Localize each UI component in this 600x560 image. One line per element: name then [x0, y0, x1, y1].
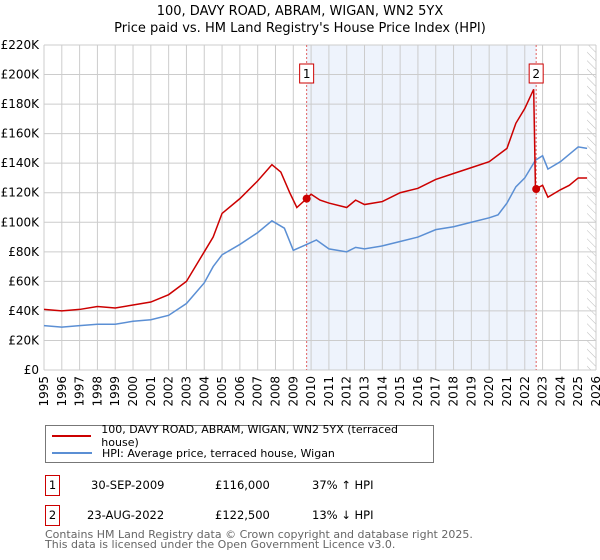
- x-tick-label: 2003: [179, 376, 193, 407]
- x-tick-label: 2024: [553, 376, 567, 407]
- x-tick-label: 2011: [322, 376, 336, 407]
- marker-badge: 1: [45, 475, 60, 496]
- y-tick-label: £140K: [1, 156, 41, 170]
- transaction-date: 30-SEP-2009: [91, 478, 165, 492]
- x-tick-label: 2019: [464, 376, 478, 407]
- transaction-price: £122,500: [215, 508, 270, 522]
- y-tick-label: £100K: [1, 215, 41, 229]
- sale-point: [532, 185, 541, 194]
- y-tick-label: £40K: [8, 304, 40, 318]
- x-tick-label: 2001: [144, 376, 158, 407]
- x-tick-label: 2010: [304, 376, 318, 407]
- x-tick-label: 2008: [268, 376, 282, 407]
- x-tick-label: 1999: [108, 376, 122, 407]
- marker-box: [528, 63, 544, 84]
- price-chart: 1995 1996 1997 1998 1999 2000 2001 2002 2003 2004…: [1, 38, 600, 407]
- legend-label: 100, DAVY ROAD, ABRAM, WIGAN, WN2 5YX (t…: [101, 423, 399, 449]
- y-tick-label: £180K: [1, 97, 41, 111]
- y-tick-label: £120K: [1, 186, 41, 200]
- x-tick-label: 2022: [518, 376, 532, 407]
- x-tick-label: 2025: [571, 376, 585, 407]
- x-tick-label: 2026: [589, 376, 600, 407]
- x-tick-label: 2017: [429, 376, 443, 407]
- x-tick-label: 2006: [233, 376, 247, 407]
- legend-item-property: 100, DAVY ROAD, ABRAM, WIGAN, WN2 5YX (t…: [52, 423, 433, 449]
- footer-line: This data is licensed under the Open Gov…: [45, 538, 396, 551]
- x-tick-label: 2013: [358, 376, 372, 407]
- y-tick-label: £0: [24, 363, 39, 377]
- marker-label: 2: [532, 67, 540, 81]
- x-tick-label: 2002: [162, 376, 176, 407]
- chart-subtitle: Price paid vs. HM Land Registry's House …: [114, 21, 486, 36]
- x-tick-label: 2014: [375, 376, 389, 407]
- marker-badge: 2: [45, 505, 60, 526]
- x-tick-label: 1998: [90, 376, 104, 407]
- y-tick-label: £220K: [1, 38, 41, 52]
- x-tick-label: 2020: [482, 376, 496, 407]
- x-tick-label: 2004: [197, 376, 211, 407]
- x-tick-label: 2018: [447, 376, 461, 407]
- y-tick-label: £200K: [1, 68, 41, 82]
- x-tick-label: 2023: [536, 376, 550, 407]
- legend-swatch: [52, 452, 92, 454]
- x-tick-label: 2012: [340, 376, 354, 407]
- y-tick-label: £80K: [8, 245, 40, 259]
- x-tick-label: 1997: [73, 376, 87, 407]
- forecast-hatch: [587, 45, 596, 370]
- x-tick-label: 2016: [411, 376, 425, 407]
- y-tick-label: £60K: [8, 274, 40, 288]
- series-line: [43, 146, 588, 328]
- x-tick-label: 1996: [55, 376, 69, 407]
- y-tick-label: £20K: [8, 333, 40, 347]
- x-tick-label: 1995: [37, 376, 51, 407]
- legend-swatch: [52, 435, 92, 437]
- transaction-hpi: 37% ↑ HPI: [312, 478, 374, 492]
- legend-item-hpi: HPI: Average price, terraced house, Wiga…: [52, 445, 335, 461]
- marker-box: [299, 63, 315, 84]
- x-tick-label: 2021: [500, 376, 514, 407]
- legend-label: HPI: Average price, terraced house, Wiga…: [102, 446, 335, 460]
- x-tick-label: 2007: [251, 376, 265, 407]
- shaded-region: [306, 45, 537, 370]
- footer-line: Contains HM Land Registry data © Crown c…: [45, 528, 473, 541]
- transaction-date: 23-AUG-2022: [87, 508, 165, 522]
- sale-point: [302, 194, 311, 203]
- x-tick-label: 2015: [393, 376, 407, 407]
- y-tick-label: £160K: [1, 127, 41, 141]
- transaction-hpi: 13% ↓ HPI: [312, 508, 374, 522]
- marker-label: 1: [303, 67, 311, 81]
- x-tick-label: 2005: [215, 376, 229, 407]
- transaction-price: £116,000: [215, 478, 270, 492]
- legend: 100, DAVY ROAD, ABRAM, WIGAN, WN2 5YX (t…: [45, 423, 434, 463]
- x-tick-label: 2000: [126, 376, 140, 407]
- series-line: [43, 89, 588, 312]
- footer: Contains HM Land Registry data © Crown c…: [45, 528, 473, 551]
- x-tick-label: 2009: [286, 376, 300, 407]
- chart-title: 100, DAVY ROAD, ABRAM, WIGAN, WN2 5YX: [156, 4, 444, 19]
